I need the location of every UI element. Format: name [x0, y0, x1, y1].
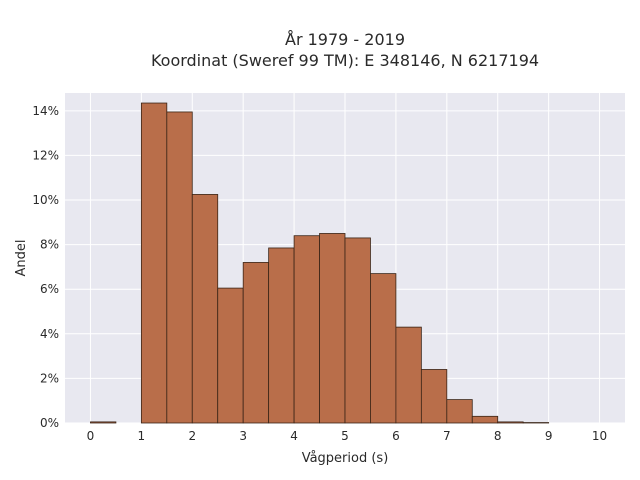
- y-tick-label: 0%: [40, 416, 59, 430]
- y-tick-label: 14%: [32, 104, 59, 118]
- y-axis-ticks: 0% 2% 4% 6% 8% 10% 12% 14%: [32, 104, 59, 430]
- x-tick-label: 10: [592, 429, 607, 443]
- x-axis-label: Vågperiod (s): [302, 451, 389, 466]
- y-tick-label: 4%: [40, 327, 59, 341]
- chart-title-line-1: År 1979 - 2019: [285, 30, 405, 49]
- y-tick-label: 6%: [40, 282, 59, 296]
- histogram-bar: [140, 102, 168, 424]
- x-tick-label: 7: [443, 429, 451, 443]
- x-tick-label: 3: [239, 429, 247, 443]
- x-tick-label: 5: [341, 429, 349, 443]
- y-tick-label: 8%: [40, 238, 59, 252]
- chart-title-line-2: Koordinat (Sweref 99 TM): E 348146, N 62…: [151, 51, 539, 70]
- histogram-bar: [344, 237, 371, 424]
- y-axis-label: Andel: [14, 240, 29, 277]
- x-tick-label: 9: [545, 429, 553, 443]
- histogram-bar: [370, 273, 397, 424]
- histogram-bar: [191, 194, 219, 424]
- x-tick-label: 2: [188, 429, 196, 443]
- y-tick-label: 2%: [40, 371, 59, 385]
- histogram-bar: [420, 369, 448, 424]
- histogram-bar: [319, 233, 346, 424]
- y-tick-label: 10%: [32, 193, 59, 207]
- x-tick-label: 1: [138, 429, 146, 443]
- y-tick-label: 12%: [32, 148, 59, 162]
- bars: [90, 102, 550, 424]
- histogram-bar: [268, 247, 295, 424]
- x-tick-label: 8: [494, 429, 502, 443]
- histogram-bar: [217, 287, 244, 424]
- histogram-bar: [242, 262, 270, 424]
- histogram-bar: [90, 421, 117, 424]
- x-axis-ticks: 0 1 2 3 4 5 6 7 8 9 10: [87, 429, 608, 443]
- histogram-bar: [166, 111, 193, 424]
- x-tick-label: 0: [87, 429, 95, 443]
- histogram-bar: [395, 326, 422, 424]
- x-tick-label: 4: [290, 429, 298, 443]
- histogram-bar: [293, 235, 320, 424]
- histogram-bar: [446, 399, 473, 424]
- histogram-bar: [497, 421, 524, 424]
- x-tick-label: 6: [392, 429, 400, 443]
- histogram-bar: [471, 415, 499, 424]
